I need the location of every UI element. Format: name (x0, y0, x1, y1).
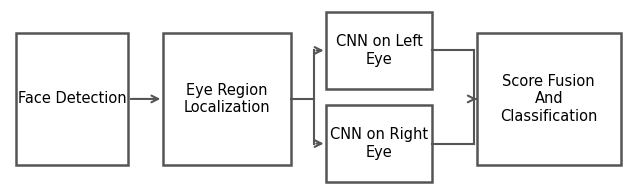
Text: Eye Region
Localization: Eye Region Localization (184, 83, 271, 115)
Text: Face Detection: Face Detection (18, 91, 126, 107)
Bar (163, 33, 291, 165)
Bar (326, 12, 432, 89)
Bar (16, 33, 128, 165)
Bar (477, 33, 621, 165)
Bar (326, 105, 432, 182)
Text: CNN on Left
Eye: CNN on Left Eye (336, 34, 422, 67)
Text: CNN on Right
Eye: CNN on Right Eye (330, 127, 428, 160)
Text: Score Fusion
And
Classification: Score Fusion And Classification (500, 74, 598, 124)
